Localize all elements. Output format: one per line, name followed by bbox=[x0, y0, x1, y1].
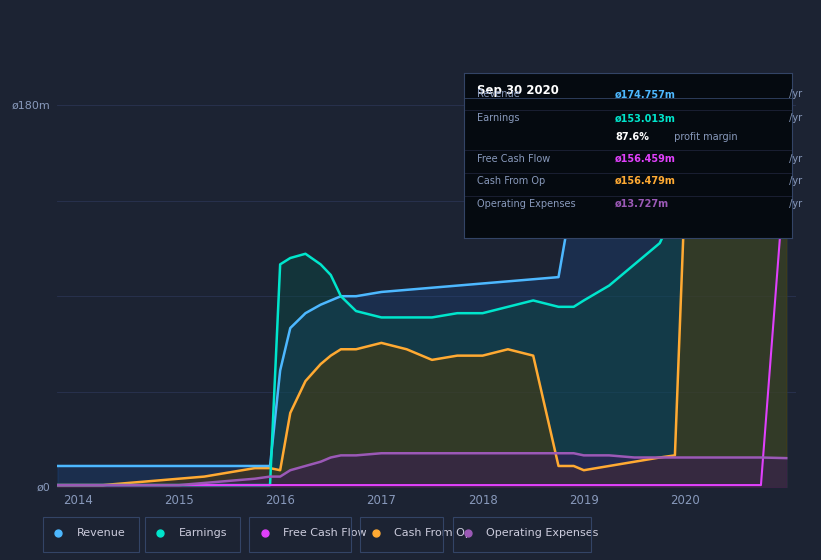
Text: Cash From Op: Cash From Op bbox=[394, 529, 472, 538]
Text: /yr: /yr bbox=[786, 89, 802, 99]
Text: Sep 30 2020: Sep 30 2020 bbox=[477, 85, 559, 97]
Text: /yr: /yr bbox=[786, 199, 802, 209]
Text: Operating Expenses: Operating Expenses bbox=[487, 529, 599, 538]
Text: ø13.727m: ø13.727m bbox=[615, 199, 669, 209]
Text: Free Cash Flow: Free Cash Flow bbox=[283, 529, 367, 538]
Text: ø174.757m: ø174.757m bbox=[615, 89, 676, 99]
Text: Free Cash Flow: Free Cash Flow bbox=[477, 153, 550, 164]
Text: profit margin: profit margin bbox=[671, 132, 737, 142]
Text: Revenue: Revenue bbox=[77, 529, 126, 538]
Text: Earnings: Earnings bbox=[179, 529, 227, 538]
Text: Revenue: Revenue bbox=[477, 89, 520, 99]
Text: Cash From Op: Cash From Op bbox=[477, 176, 545, 186]
Text: /yr: /yr bbox=[786, 153, 802, 164]
Text: ø153.013m: ø153.013m bbox=[615, 113, 676, 123]
Text: Earnings: Earnings bbox=[477, 113, 520, 123]
Text: ø156.479m: ø156.479m bbox=[615, 176, 676, 186]
Text: Operating Expenses: Operating Expenses bbox=[477, 199, 576, 209]
Text: ø156.459m: ø156.459m bbox=[615, 153, 676, 164]
Text: 87.6%: 87.6% bbox=[615, 132, 649, 142]
Text: /yr: /yr bbox=[786, 113, 802, 123]
Text: /yr: /yr bbox=[786, 176, 802, 186]
Text: ø0: ø0 bbox=[36, 482, 50, 492]
Text: ø180m: ø180m bbox=[11, 100, 50, 110]
